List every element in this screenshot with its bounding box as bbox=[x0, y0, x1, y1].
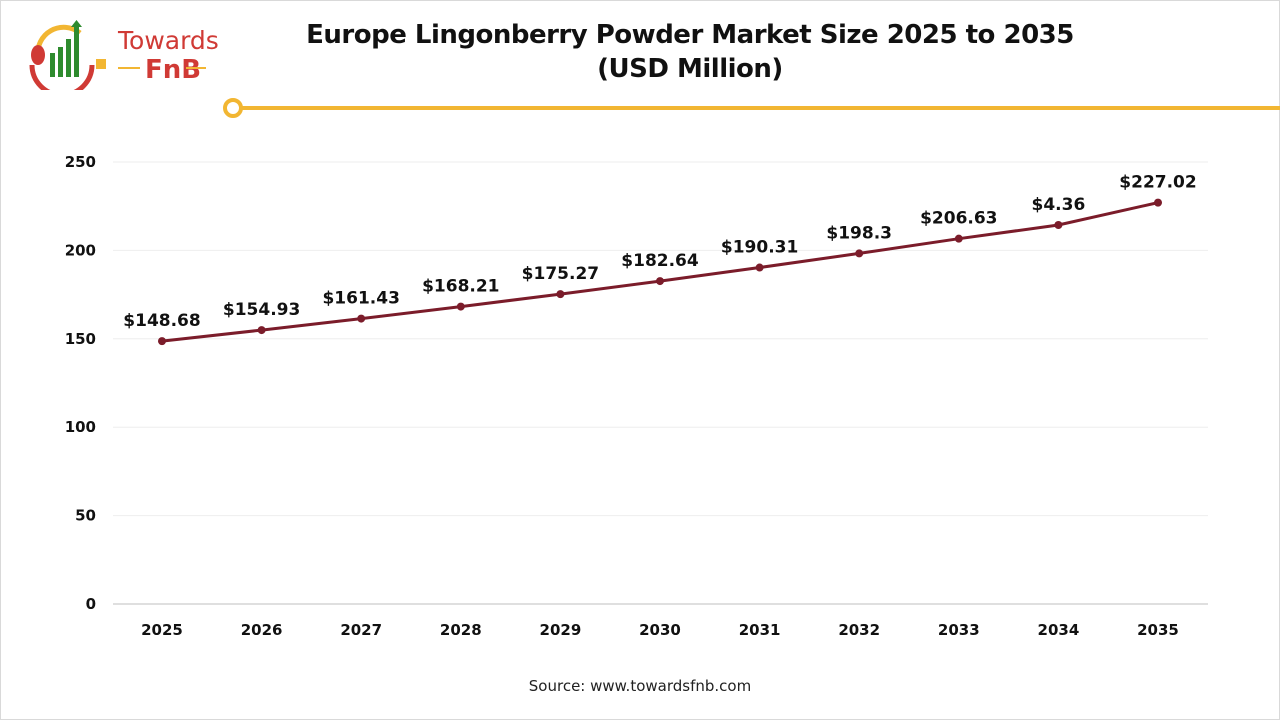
data-point bbox=[257, 326, 266, 335]
series-line bbox=[161, 201, 1159, 343]
data-point bbox=[1154, 198, 1162, 207]
x-tick-label: 2029 bbox=[540, 621, 582, 639]
title-line-1: Europe Lingonberry Powder Market Size 20… bbox=[306, 20, 1074, 50]
x-tick-label: 2030 bbox=[639, 621, 681, 639]
data-label: $206.63 bbox=[920, 209, 997, 229]
data-label: $175.27 bbox=[522, 264, 599, 284]
y-tick-label: 200 bbox=[65, 241, 96, 259]
x-tick-label: 2032 bbox=[838, 621, 880, 639]
x-tick-label: 2033 bbox=[938, 621, 980, 639]
x-tick-label: 2026 bbox=[241, 621, 283, 639]
data-point bbox=[656, 277, 664, 286]
logo-text-towards: Towards bbox=[117, 26, 219, 55]
x-tick-label: 2034 bbox=[1038, 621, 1080, 639]
data-point bbox=[456, 302, 465, 311]
x-tick-label: 2035 bbox=[1137, 621, 1179, 639]
data-point bbox=[954, 234, 963, 243]
data-label: $198.3 bbox=[826, 223, 892, 243]
y-tick-label: 100 bbox=[65, 418, 96, 436]
data-point bbox=[855, 249, 864, 258]
data-label: $154.93 bbox=[223, 300, 300, 320]
data-label: $148.68 bbox=[123, 311, 200, 331]
logo: Towards FnB bbox=[29, 20, 219, 90]
x-tick-label: 2031 bbox=[739, 621, 781, 639]
source-text: Source: www.towardsfnb.com bbox=[528, 677, 752, 695]
chart-title: Europe Lingonberry Powder Market Size 20… bbox=[300, 18, 1080, 86]
x-tick-label: 2025 bbox=[141, 621, 183, 639]
data-point bbox=[357, 314, 366, 323]
x-tick-label: 2028 bbox=[440, 621, 482, 639]
y-tick-label: 0 bbox=[86, 595, 96, 613]
data-point bbox=[755, 263, 764, 272]
data-point bbox=[158, 337, 166, 346]
y-tick-label: 50 bbox=[75, 507, 96, 525]
data-label: $4.36 bbox=[1032, 195, 1086, 215]
data-label: $161.43 bbox=[322, 289, 399, 309]
y-tick-label: 250 bbox=[65, 153, 96, 171]
data-point bbox=[556, 290, 565, 299]
y-tick-label: 150 bbox=[65, 330, 96, 348]
logo-text-fnb: FnB bbox=[145, 55, 201, 85]
accent-line bbox=[223, 98, 1280, 118]
data-label: $190.31 bbox=[721, 238, 798, 258]
data-point bbox=[1054, 221, 1063, 230]
data-label: $227.02 bbox=[1119, 173, 1196, 193]
data-label: $182.64 bbox=[621, 251, 699, 271]
x-tick-label: 2027 bbox=[340, 621, 382, 639]
title-line-2: (USD Million) bbox=[597, 54, 783, 84]
data-label: $168.21 bbox=[422, 277, 499, 297]
